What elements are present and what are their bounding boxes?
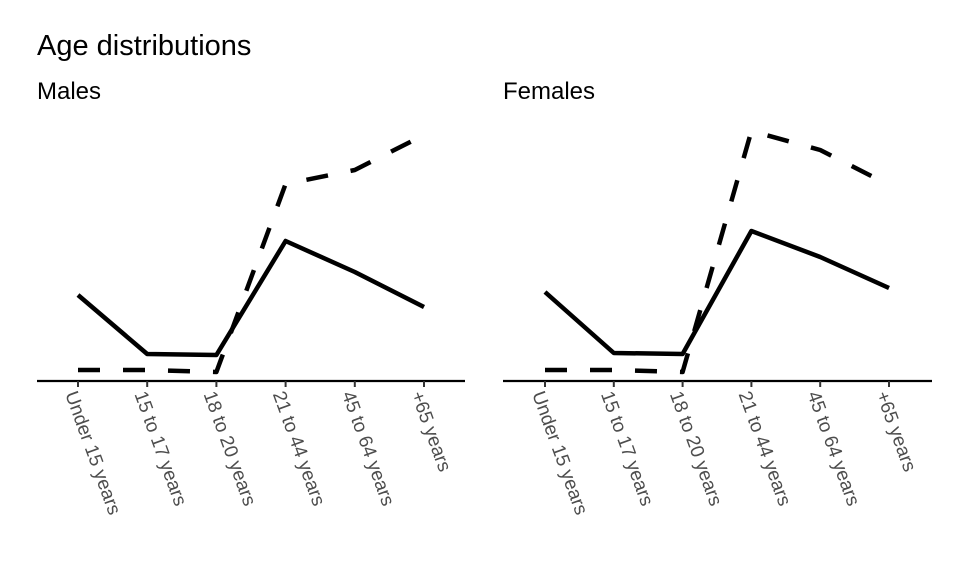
x-tick-label: 21 to 44 years [268, 389, 329, 509]
x-tick-label: Under 15 years [60, 389, 124, 518]
x-tick-label: 18 to 20 years [665, 389, 726, 509]
x-tick-label: 15 to 17 years [596, 389, 657, 509]
x-tick-label: 18 to 20 years [199, 389, 260, 509]
x-tick-label: Under 15 years [527, 389, 591, 518]
x-tick-label: 15 to 17 years [130, 389, 191, 509]
panel-title-males: Males [37, 78, 101, 105]
x-tick-label: 45 to 64 years [803, 389, 864, 509]
series-line-dashed-females [545, 128, 891, 375]
series-line-solid-males [76, 238, 426, 358]
x-tick-label: 21 to 44 years [734, 389, 795, 509]
panel-females: Females Under 15 years 15 to 17 years 18 t… [503, 78, 932, 518]
series-line-solid-females [543, 228, 890, 357]
series-line-dashed-males [78, 132, 426, 375]
chart-title: Age distributions [37, 30, 251, 62]
x-tick-label: +65 years [406, 389, 454, 475]
x-tick-label: 45 to 64 years [337, 389, 398, 509]
panel-title-females: Females [503, 78, 595, 105]
x-tick-label: +65 years [871, 389, 919, 475]
panel-males: Males Under 15 years 15 to 17 years 18 to … [37, 78, 465, 518]
